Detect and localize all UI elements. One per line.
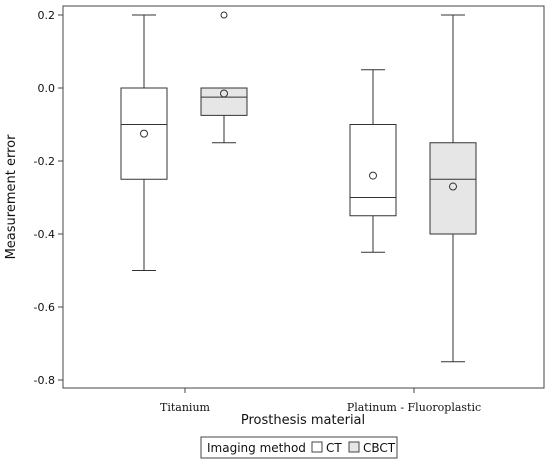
mean-marker xyxy=(369,171,377,180)
y-tick-label: -0.6 xyxy=(34,301,55,314)
y-tick-label: -0.4 xyxy=(34,228,55,241)
box-cbct-1 xyxy=(429,14,477,363)
box-ct-1 xyxy=(349,69,397,253)
x-tick-label: Titanium xyxy=(160,401,211,414)
iqr-box xyxy=(120,87,168,180)
iqr-box xyxy=(429,142,477,235)
y-axis-title: Measurement error xyxy=(4,134,19,260)
legend-title: Imaging method xyxy=(207,441,306,455)
iqr-box xyxy=(349,124,397,217)
legend: Imaging method CT CBCT xyxy=(200,436,398,459)
x-axis-title: Prosthesis material xyxy=(241,413,365,428)
y-axis: 0.2 0.0 -0.2 -0.4 -0.6 -0.8 xyxy=(34,9,63,387)
legend-frame xyxy=(200,436,398,459)
box-ct-0 xyxy=(120,14,168,271)
legend-swatch-cbct xyxy=(348,441,360,453)
box-cbct-0 xyxy=(200,11,248,144)
box-series xyxy=(120,11,477,363)
legend-swatch-ct xyxy=(311,441,323,453)
x-axis: Titanium Platinum - Fluoroplastic xyxy=(160,388,481,414)
iqr-box xyxy=(200,87,248,116)
y-tick-label: -0.8 xyxy=(34,374,55,387)
x-tick-label: Platinum - Fluoroplastic xyxy=(347,401,481,414)
mean-marker xyxy=(140,129,148,138)
mean-marker xyxy=(220,89,228,98)
mean-marker xyxy=(449,182,457,191)
legend-label-ct: CT xyxy=(326,441,342,455)
outlier-point xyxy=(220,11,228,19)
y-tick-label: 0.2 xyxy=(38,9,56,22)
y-tick-label: 0.0 xyxy=(38,82,56,95)
legend-label-cbct: CBCT xyxy=(363,441,396,455)
y-tick-label: -0.2 xyxy=(34,155,55,168)
